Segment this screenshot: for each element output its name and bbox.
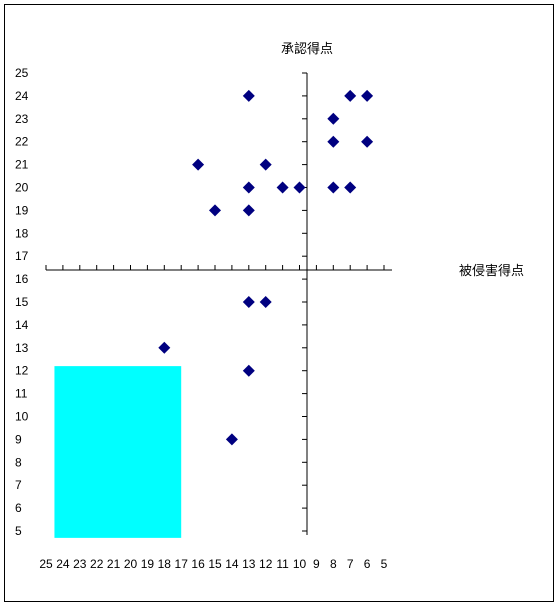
- y-tick-label: 18: [15, 226, 29, 240]
- x-tick-label: 17: [175, 557, 189, 571]
- data-point: [242, 296, 255, 308]
- data-point: [225, 433, 238, 446]
- data-point: [192, 158, 205, 171]
- data-point: [361, 135, 374, 148]
- y-tick-label: 7: [15, 478, 22, 492]
- x-tick-label: 13: [242, 557, 256, 571]
- x-tick-label: 22: [90, 557, 104, 571]
- data-point: [361, 89, 374, 102]
- y-tick-label: 20: [15, 181, 29, 195]
- x-tick-label: 14: [225, 557, 239, 571]
- x-tick-label: 23: [73, 557, 87, 571]
- axes-layer: [46, 73, 392, 535]
- points-layer: [158, 89, 374, 446]
- data-point: [293, 181, 306, 194]
- data-point: [242, 89, 255, 102]
- y-axis-title: 承認得点: [281, 41, 333, 56]
- data-point: [259, 158, 272, 171]
- x-tick-label: 18: [158, 557, 172, 571]
- data-point: [158, 341, 171, 354]
- y-tick-label: 22: [15, 135, 29, 149]
- x-tick-label: 25: [39, 557, 53, 571]
- y-tick-label: 21: [15, 158, 29, 172]
- highlight-layer: [54, 366, 182, 538]
- data-point: [242, 364, 255, 377]
- y-tick-label: 6: [15, 501, 22, 515]
- data-point: [276, 181, 289, 194]
- y-tick-label: 5: [15, 524, 22, 538]
- x-tick-label: 19: [141, 557, 155, 571]
- x-tick-label: 5: [381, 557, 388, 571]
- chart-frame: 25 24 23 22 21 20 19 18 17 16 15 14 13 12 11 10 9 8 7 6 5 25 2…: [4, 4, 554, 602]
- x-tick-label: 15: [208, 557, 222, 571]
- x-tick-label: 24: [56, 557, 70, 571]
- y-tick-label: 9: [15, 432, 22, 446]
- y-tick-label: 8: [15, 455, 22, 469]
- y-tick-label: 10: [15, 410, 29, 424]
- data-point: [242, 181, 255, 194]
- x-tick-label: 12: [259, 557, 273, 571]
- y-tick-label: 24: [15, 89, 29, 103]
- x-tick-label: 6: [364, 557, 371, 571]
- x-tick-label: 21: [107, 557, 121, 571]
- data-point: [242, 204, 255, 217]
- data-point: [209, 204, 221, 217]
- y-tick-label: 25: [15, 66, 29, 80]
- data-point: [327, 112, 340, 125]
- x-tick-label: 8: [330, 557, 337, 571]
- y-tick-label: 15: [15, 295, 29, 309]
- x-axis-title: 被侵害得点: [459, 263, 524, 278]
- y-tick-label: 23: [15, 112, 29, 126]
- y-tick-label: 16: [15, 272, 29, 286]
- labels-layer: 25 24 23 22 21 20 19 18 17 16 15 14 13 12 11 10 9 8 7 6 5252…: [15, 66, 388, 571]
- highlight-region: [54, 366, 182, 538]
- y-tick-label: 19: [15, 203, 29, 217]
- scatter-chart: 25 24 23 22 21 20 19 18 17 16 15 14 13 12 11 10 9 8 7 6 5252…: [15, 41, 524, 571]
- x-tick-label: 10: [293, 557, 307, 571]
- x-tick-label: 7: [347, 557, 354, 571]
- x-tick-label: 11: [276, 557, 289, 571]
- y-tick-label: 12: [15, 364, 29, 378]
- x-tick-label: 16: [191, 557, 205, 571]
- data-point: [259, 296, 272, 308]
- data-point: [327, 135, 340, 148]
- y-tick-label: 13: [15, 341, 29, 355]
- x-tick-label: 9: [313, 557, 320, 571]
- data-point: [344, 181, 357, 194]
- ticks-layer: [45, 72, 385, 532]
- y-tick-label: 14: [15, 318, 29, 332]
- data-point: [327, 181, 340, 194]
- y-tick-label: 11: [15, 387, 28, 401]
- y-tick-label: 17: [15, 249, 29, 263]
- data-point: [344, 89, 357, 102]
- x-tick-label: 20: [124, 557, 138, 571]
